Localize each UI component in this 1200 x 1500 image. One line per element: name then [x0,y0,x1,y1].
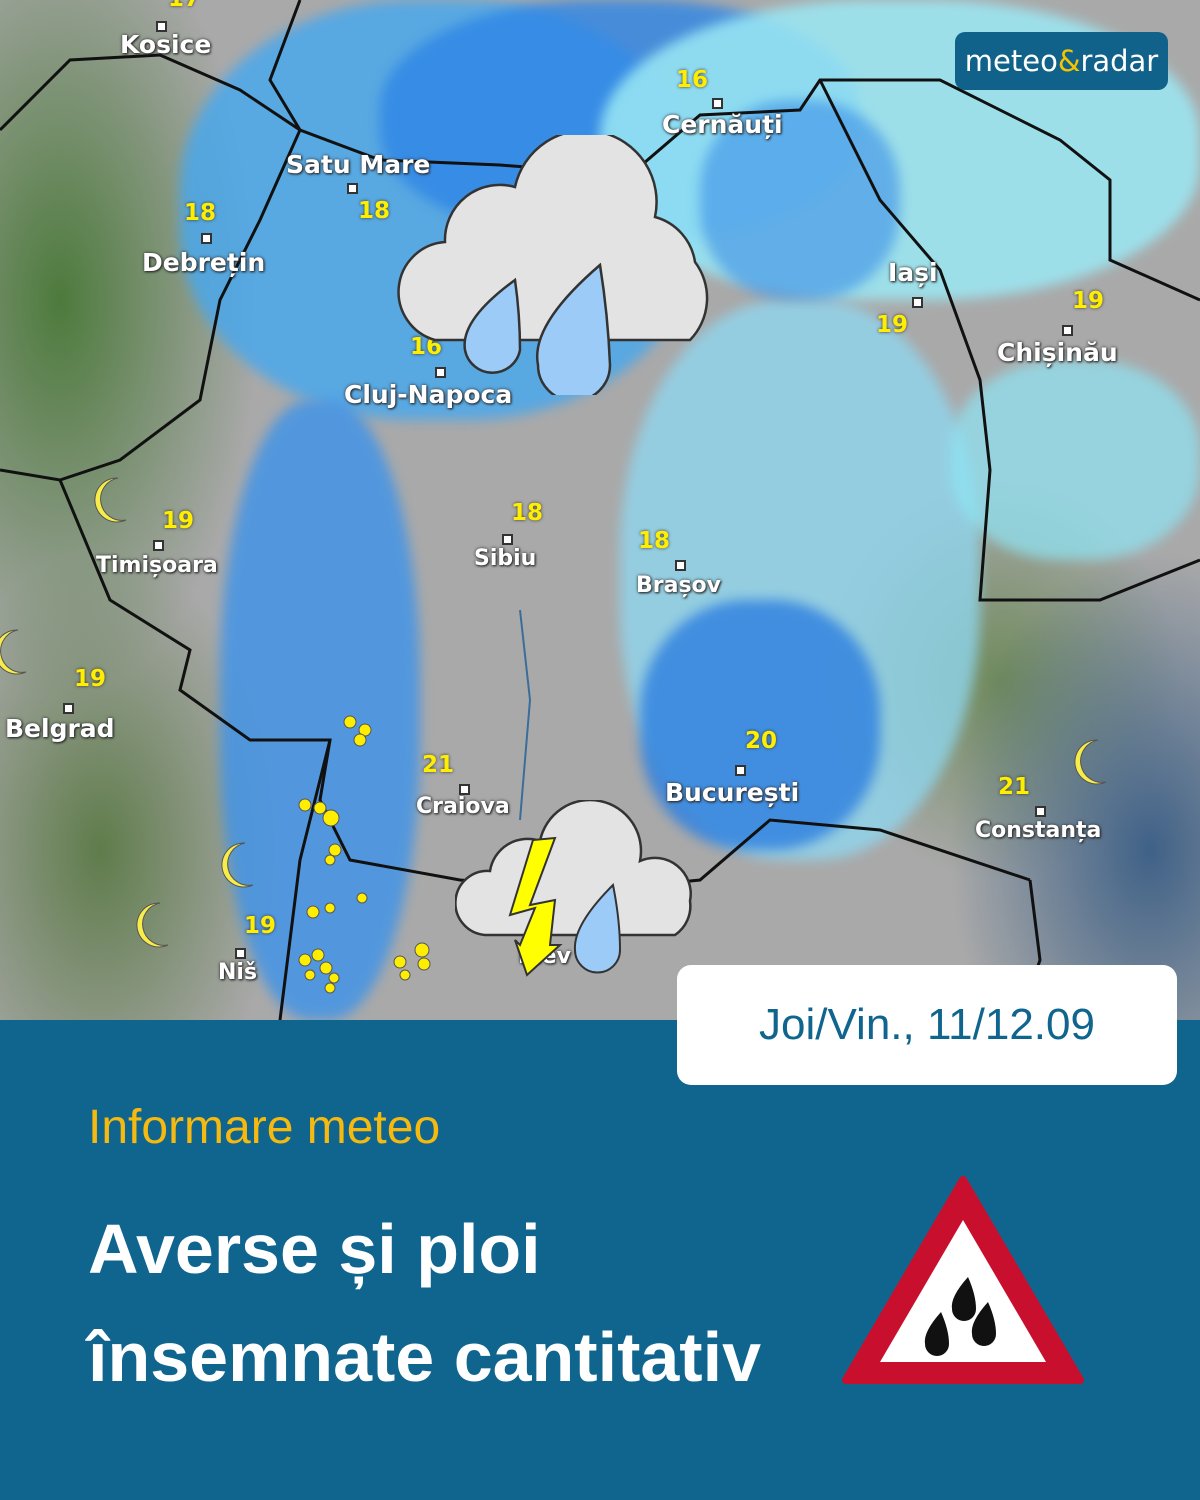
temperature-label: 17 [168,0,200,12]
temperature-label: 19 [74,666,107,692]
city-label: București [665,778,800,807]
city-label: Satu Mare [286,150,431,179]
city-marker [435,367,446,378]
weather-radar-map: Kosice 17 Satu Mare 18 Debrețin 18 Cernăuți… [0,0,1200,1020]
subtitle: Informare meteo [88,1101,441,1154]
temperature-label: 18 [358,198,391,224]
city-marker [347,183,358,194]
temperature-label: 21 [422,752,455,778]
city-label: Iași [888,258,938,287]
city-marker [153,540,164,551]
cloud-thunderstorm-icon [455,800,692,977]
moon-icons [0,477,1107,994]
city-label: Chișinău [997,338,1118,367]
city-label: Kosice [120,30,212,59]
city-label: Debrețin [142,248,266,277]
temperature-label: 20 [745,728,778,754]
temperature-label: 19 [244,913,277,939]
city-marker [459,784,470,795]
temperature-label: 16 [676,67,709,93]
temperature-label: 19 [876,312,909,338]
city-label: Timișoara [96,553,218,578]
date-label: Joi/Vin., 11/12.09 [677,965,1177,1085]
temperature-label: 19 [1072,288,1105,314]
city-label: Cernăuți [662,110,783,139]
city-label: Brașov [636,573,722,598]
city-marker [912,297,923,308]
city-marker [675,560,686,571]
city-marker [156,21,167,32]
city-marker [712,98,723,109]
cloud-rain-icon [397,135,709,395]
city-marker [1035,806,1046,817]
city-marker [1062,325,1073,336]
headline-line-1: Averse și ploi [88,1210,541,1288]
lightning-strikes [298,715,431,994]
city-label: Craiova [416,794,510,819]
temperature-label: 19 [162,508,195,534]
temperature-label: 18 [184,200,217,226]
borders [0,0,1200,1020]
city-marker [235,948,246,959]
city-marker [201,233,212,244]
city-label: Sibiu [474,546,537,571]
city-label: Constanța [975,818,1102,843]
city-label: Cluj-Napoca [344,380,513,409]
temperature-label: 18 [638,528,671,554]
city-marker [502,534,513,545]
heavy-rain-warning-icon [842,1176,1084,1384]
meteoradar-logo: meteo & radar [955,32,1168,90]
city-label: Belgrad [5,714,115,743]
city-marker [63,703,74,714]
headline: Averse și ploi însemnate cantitativ [88,1195,761,1411]
temperature-label: 18 [511,500,544,526]
headline-line-2: însemnate cantitativ [88,1318,761,1396]
city-label: Niš [218,960,258,985]
temperature-label: 21 [998,774,1031,800]
city-marker [735,765,746,776]
